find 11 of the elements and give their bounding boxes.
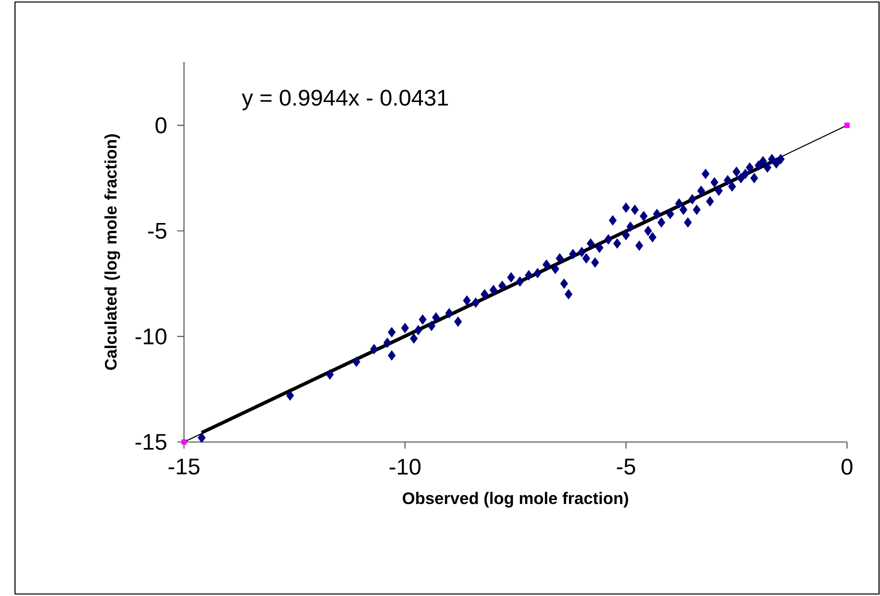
x-tick-label: -5 bbox=[616, 458, 636, 475]
y-axis-title: Calculated (log mole fraction) bbox=[104, 134, 120, 370]
y-tick-label: -5 bbox=[148, 222, 166, 239]
y-tick-label: -10 bbox=[136, 328, 166, 344]
x-axis-title: Observed (log mole fraction) bbox=[402, 492, 628, 508]
y-tick-label: 0 bbox=[156, 117, 166, 134]
x-tick-label: -15 bbox=[168, 458, 200, 475]
y-tick-label: -15 bbox=[136, 434, 166, 450]
x-tick-label: -10 bbox=[390, 458, 421, 475]
x-tick-label: 0 bbox=[842, 458, 852, 475]
annotation: y = 0.9944x - 0.0431 bbox=[242, 90, 448, 110]
